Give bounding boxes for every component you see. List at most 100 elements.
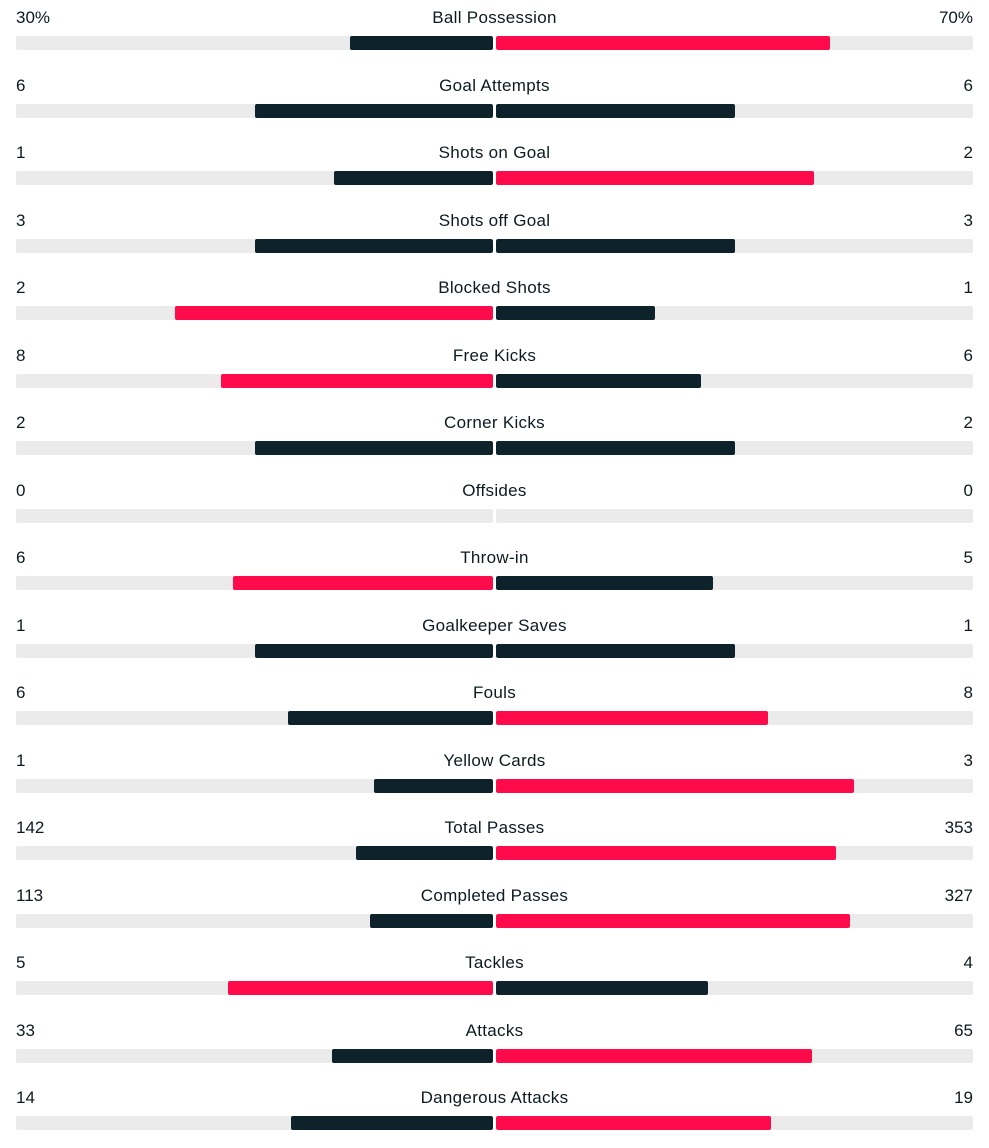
home-value: 30% — [16, 8, 51, 27]
away-value: 19 — [954, 1088, 973, 1107]
away-bar-track — [496, 441, 973, 455]
stat-row-dangerous-attacks: 14 Dangerous Attacks 19 — [0, 1080, 989, 1148]
away-bar-track — [496, 103, 973, 118]
home-bar-fill — [254, 238, 493, 253]
stat-row-goal-attempts: 6 Goal Attempts 6 — [0, 68, 989, 136]
home-bar-track — [16, 981, 493, 995]
away-value: 327 — [944, 885, 973, 905]
home-bar-fill — [334, 171, 493, 185]
stat-label: Tackles — [465, 953, 524, 972]
away-bar-track — [496, 711, 973, 725]
away-bar-fill — [496, 171, 815, 185]
home-bar-track — [16, 373, 493, 388]
away-bar-fill — [496, 1116, 771, 1130]
home-bar-track — [16, 36, 493, 50]
stat-label: Yellow Cards — [443, 750, 546, 770]
away-bar-fill — [496, 711, 769, 725]
stat-label: Goalkeeper Saves — [422, 615, 567, 635]
home-bar-fill — [254, 441, 493, 455]
away-bar-track — [496, 778, 973, 793]
stat-row-offsides: 0 Offsides 0 — [0, 473, 989, 541]
home-value: 0 — [16, 480, 26, 500]
stat-row-corner-kicks: 2 Corner Kicks 2 — [0, 405, 989, 473]
away-bar-track — [496, 171, 973, 185]
stat-row-completed-passes: 113 Completed Passes 327 — [0, 878, 989, 946]
away-bar-track — [496, 238, 973, 253]
home-bar-track — [16, 508, 493, 523]
away-bar-fill — [496, 103, 735, 118]
stat-row-tackles: 5 Tackles 4 — [0, 945, 989, 1013]
away-bar-track — [496, 576, 973, 590]
home-value: 6 — [16, 683, 26, 702]
away-bar-fill — [496, 1048, 813, 1063]
home-bar-track — [16, 103, 493, 118]
stat-row-yellow-cards: 1 Yellow Cards 3 — [0, 743, 989, 811]
home-bar-fill — [254, 103, 493, 118]
away-bar-track — [496, 306, 973, 320]
away-bar-track — [496, 643, 973, 658]
away-value: 6 — [963, 75, 973, 95]
home-bar-fill — [233, 576, 493, 590]
home-value: 1 — [16, 750, 26, 770]
stat-row-throw-in: 6 Throw-in 5 — [0, 540, 989, 608]
home-value: 113 — [16, 885, 44, 905]
stat-label: Free Kicks — [452, 345, 537, 365]
away-bar-fill — [496, 643, 735, 658]
stat-label: Dangerous Attacks — [420, 1088, 569, 1107]
away-value: 8 — [963, 683, 973, 702]
home-bar-fill — [227, 981, 493, 995]
home-value: 5 — [16, 953, 26, 972]
away-bar-fill — [496, 238, 735, 253]
home-bar-track — [16, 441, 493, 455]
stat-label: Offsides — [462, 480, 527, 500]
away-bar-fill — [496, 306, 655, 320]
stat-label: Goal Attempts — [439, 75, 550, 95]
away-bar-fill — [496, 441, 735, 455]
home-bar-fill — [370, 913, 493, 928]
stat-row-attacks: 33 Attacks 65 — [0, 1013, 989, 1081]
home-bar-track — [16, 1048, 493, 1063]
home-bar-fill — [254, 643, 493, 658]
away-value: 0 — [963, 480, 973, 500]
home-bar-track — [16, 913, 493, 928]
away-value: 5 — [963, 548, 973, 567]
home-value: 6 — [16, 75, 26, 95]
home-bar-fill — [174, 306, 493, 320]
stat-row-ball-possession: 30% Ball Possession 70% — [0, 0, 989, 68]
home-bar-track — [16, 643, 493, 658]
away-value: 2 — [963, 143, 973, 162]
away-bar-track — [496, 508, 973, 523]
away-value: 4 — [963, 953, 973, 972]
stat-label: Shots off Goal — [438, 210, 551, 230]
away-bar-track — [496, 1048, 973, 1063]
home-value: 14 — [16, 1088, 35, 1107]
home-value: 3 — [16, 210, 26, 230]
away-bar-fill — [496, 36, 830, 50]
stat-label: Blocked Shots — [438, 278, 551, 297]
stat-row-shots-on-goal: 1 Shots on Goal 2 — [0, 135, 989, 203]
home-value: 1 — [16, 143, 26, 162]
stat-label: Completed Passes — [420, 885, 569, 905]
home-bar-fill — [288, 711, 493, 725]
home-value: 6 — [16, 548, 26, 567]
home-bar-track — [16, 576, 493, 590]
away-bar-track — [496, 36, 973, 50]
stat-label: Corner Kicks — [444, 413, 545, 432]
stat-row-total-passes: 142 Total Passes 353 — [0, 810, 989, 878]
away-value: 2 — [963, 413, 973, 432]
home-bar-track — [16, 711, 493, 725]
away-value: 1 — [963, 615, 973, 635]
home-value: 142 — [16, 818, 45, 837]
home-bar-track — [16, 171, 493, 185]
away-value: 65 — [954, 1020, 973, 1040]
away-bar-track — [496, 981, 973, 995]
away-bar-fill — [496, 373, 701, 388]
away-value: 1 — [963, 278, 973, 297]
away-bar-track — [496, 913, 973, 928]
stat-row-fouls: 6 Fouls 8 — [0, 675, 989, 743]
stat-label: Throw-in — [460, 548, 529, 567]
home-bar-track — [16, 778, 493, 793]
stat-label: Ball Possession — [432, 8, 557, 27]
stat-label: Attacks — [465, 1020, 524, 1040]
home-bar-track — [16, 238, 493, 253]
